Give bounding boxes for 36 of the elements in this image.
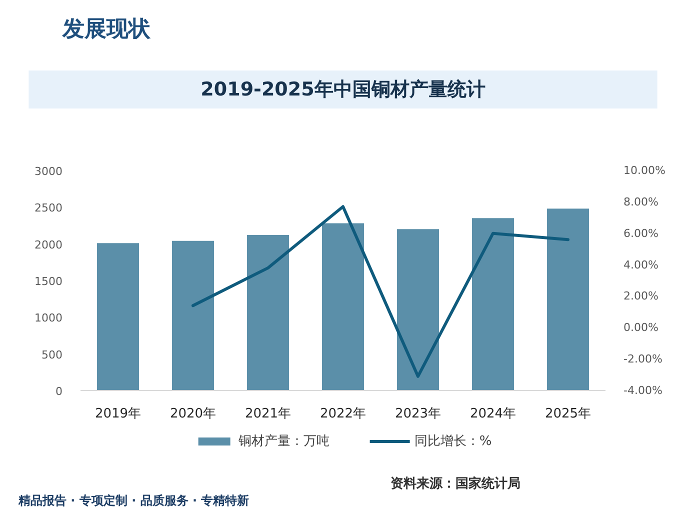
x-tick-label: 2022年 <box>320 406 366 422</box>
y-tick-label: 1500 <box>34 275 63 288</box>
bar <box>472 218 514 390</box>
legend-label: 同比增长：% <box>414 433 492 450</box>
bar <box>397 229 439 390</box>
y-tick-label: 500 <box>42 348 63 362</box>
y2-tick-label: 4.00% <box>624 258 658 272</box>
x-tick-label: 2021年 <box>244 406 292 422</box>
y-tick-label: 2000 <box>34 238 63 252</box>
x-tick-label: 2020年 <box>170 406 216 422</box>
y2-tick-label: 0.00% <box>624 321 658 334</box>
text: 精品报告 · 专项定制 · 品质服务 · 专精特新 <box>18 494 250 508</box>
line-series <box>192 205 570 378</box>
bar <box>97 243 139 390</box>
y2-tick-label: 8.00% <box>624 195 658 208</box>
y-tick-label: 0 <box>56 385 62 398</box>
y2-tick-label: 10.00% <box>624 164 666 177</box>
x-tick-label: 2019年 <box>94 406 142 422</box>
x-tick-label: 2023年 <box>394 406 442 422</box>
legend-label: 铜材产量：万吨 <box>238 433 330 450</box>
y-tick-label: 1000 <box>34 312 63 325</box>
bar <box>322 223 364 390</box>
y2-tick-label: -4.00% <box>624 384 662 397</box>
text: 发展现状 <box>62 17 152 42</box>
bar <box>547 208 589 390</box>
x-tick-label: 2025年 <box>544 406 592 422</box>
y2-tick-label: 6.00% <box>624 226 658 240</box>
y-tick-label: 3000 <box>34 165 63 178</box>
chart-title: 2019-2025年中国铜材产量统计 <box>200 78 486 100</box>
bar <box>172 240 214 390</box>
x-tick-label: 2024年 <box>470 406 516 422</box>
y-tick-label: 2500 <box>34 202 63 215</box>
bar <box>247 235 289 390</box>
text: 资料来源：国家统计局 <box>390 476 520 492</box>
y2-tick-label: -2.00% <box>624 352 662 366</box>
y2-tick-label: 2.00% <box>624 290 658 303</box>
